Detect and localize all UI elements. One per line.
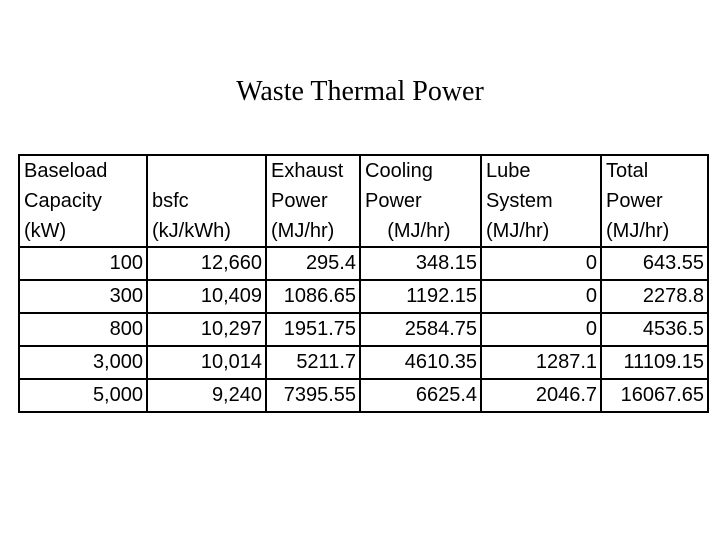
table-cell: 1951.75 — [265, 312, 361, 347]
table-row: 300 10,409 1086.65 1192.15 0 2278.8 — [18, 279, 709, 314]
table-cell: 12,660 — [146, 246, 267, 281]
table-cell: 1192.15 — [359, 279, 482, 314]
table-row: 100 12,660 295.4 348.15 0 643.55 — [18, 246, 709, 281]
table-cell: 100 — [18, 246, 148, 281]
table-cell: 9,240 — [146, 378, 267, 413]
table-cell: 5,000 — [18, 378, 148, 413]
col-header-lube-system: Lube System (MJ/hr) — [480, 154, 602, 248]
table-cell: 0 — [480, 246, 602, 281]
table-cell: 2584.75 — [359, 312, 482, 347]
table-cell: 3,000 — [18, 345, 148, 380]
table-cell: 10,297 — [146, 312, 267, 347]
table-cell: 2278.8 — [600, 279, 709, 314]
table-cell: 0 — [480, 279, 602, 314]
table-cell: 16067.65 — [600, 378, 709, 413]
col-header-baseload-capacity: Baseload Capacity (kW) — [18, 154, 148, 248]
table-cell: 300 — [18, 279, 148, 314]
table-row: 5,000 9,240 7395.55 6625.4 2046.7 16067.… — [18, 378, 709, 413]
table-cell: 7395.55 — [265, 378, 361, 413]
table-cell: 800 — [18, 312, 148, 347]
table-cell: 11109.15 — [600, 345, 709, 380]
table-cell: 10,409 — [146, 279, 267, 314]
table-cell: 6625.4 — [359, 378, 482, 413]
table-cell: 1287.1 — [480, 345, 602, 380]
table-cell: 643.55 — [600, 246, 709, 281]
table-cell: 10,014 — [146, 345, 267, 380]
table-cell: 348.15 — [359, 246, 482, 281]
col-header-bsfc: bsfc (kJ/kWh) — [146, 154, 267, 248]
slide-title: Waste Thermal Power — [236, 76, 484, 107]
table-cell: 1086.65 — [265, 279, 361, 314]
col-header-total-power: Total Power (MJ/hr) — [600, 154, 709, 248]
waste-thermal-power-table: Baseload Capacity (kW) bsfc (kJ/kWh) Exh… — [18, 154, 709, 413]
table-cell: 5211.7 — [265, 345, 361, 380]
table-row: 3,000 10,014 5211.7 4610.35 1287.1 11109… — [18, 345, 709, 380]
col-header-exhaust-power: Exhaust Power (MJ/hr) — [265, 154, 361, 248]
table-row: 800 10,297 1951.75 2584.75 0 4536.5 — [18, 312, 709, 347]
table-cell: 4610.35 — [359, 345, 482, 380]
table-cell: 295.4 — [265, 246, 361, 281]
table-header-row: Baseload Capacity (kW) bsfc (kJ/kWh) Exh… — [18, 154, 709, 248]
col-header-cooling-power: Cooling Power (MJ/hr) — [359, 154, 482, 248]
table-cell: 4536.5 — [600, 312, 709, 347]
table-cell: 0 — [480, 312, 602, 347]
table-cell: 2046.7 — [480, 378, 602, 413]
